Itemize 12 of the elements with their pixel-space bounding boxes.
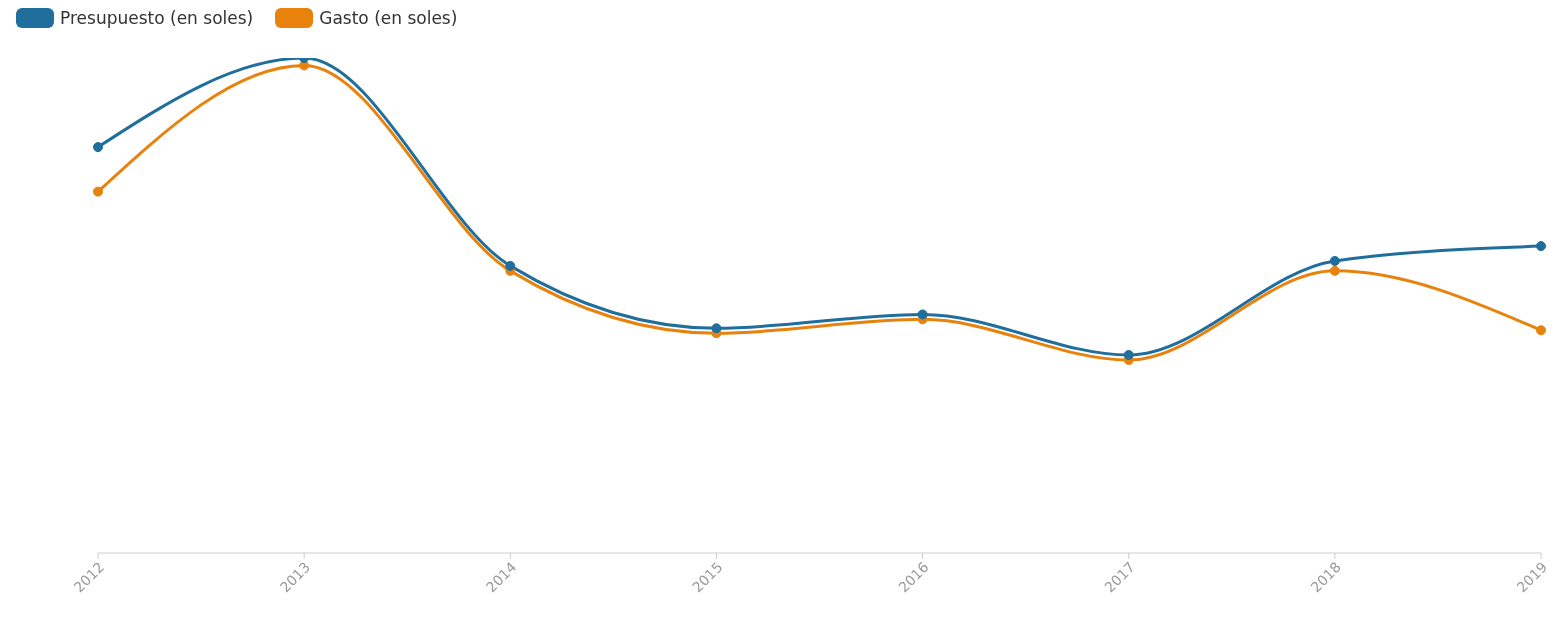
point	[711, 323, 722, 334]
point	[1536, 325, 1546, 336]
point	[1123, 350, 1134, 360]
point	[917, 309, 928, 320]
point	[505, 260, 516, 271]
legend-label: Gasto (en soles)	[319, 8, 458, 28]
point	[1329, 265, 1340, 276]
legend-label: Presupuesto (en soles)	[60, 8, 254, 28]
point	[1536, 241, 1546, 252]
point	[1329, 255, 1340, 266]
point	[93, 186, 103, 197]
point	[93, 142, 103, 153]
